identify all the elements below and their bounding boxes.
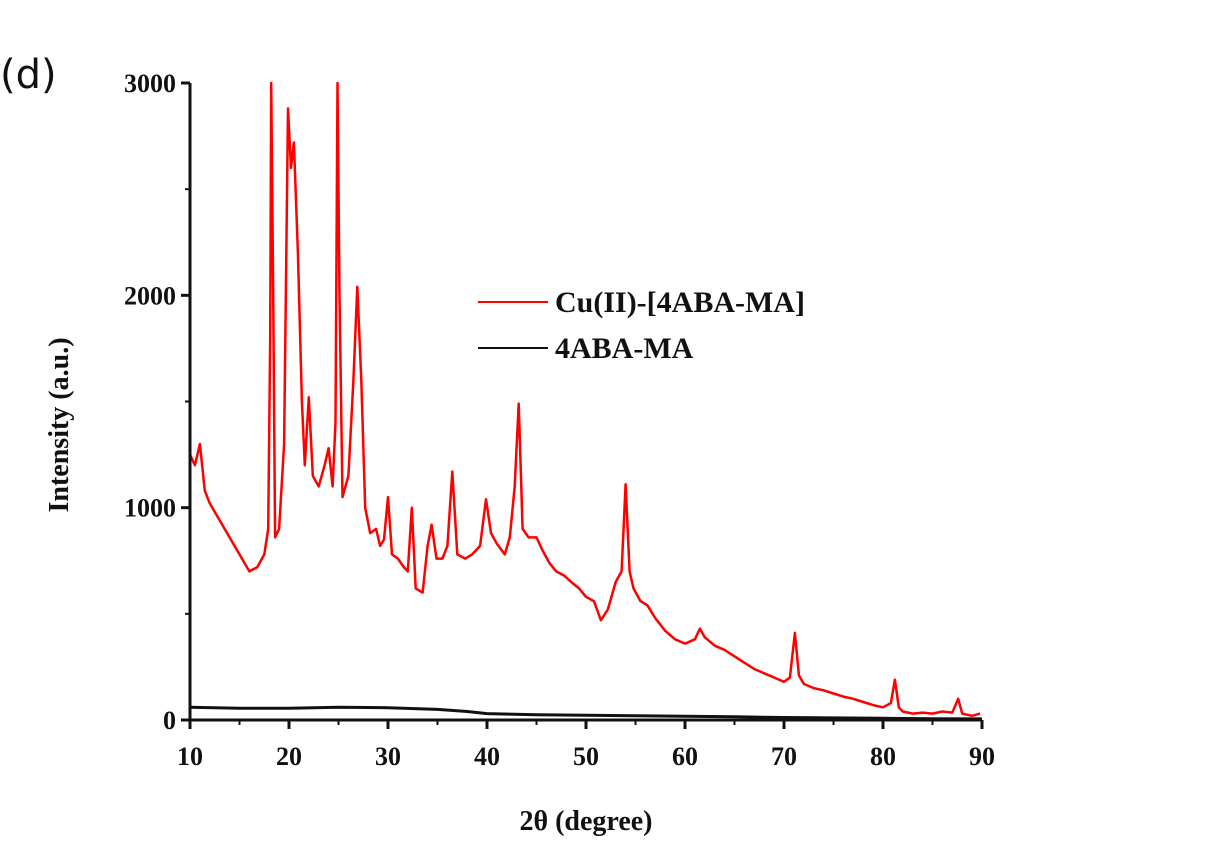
legend-label-4aba-ma: 4ABA-MA xyxy=(555,332,694,365)
series-line-1 xyxy=(189,705,983,721)
x-axis-title: 2θ (degree) xyxy=(519,806,652,837)
x-tick-label: 90 xyxy=(969,742,995,771)
y-tick-label: 3000 xyxy=(124,69,176,98)
y-tick-label: 1000 xyxy=(124,494,176,523)
x-tick-label: 50 xyxy=(573,742,599,771)
x-tick-label: 40 xyxy=(474,742,500,771)
x-ticks: 10 20 30 40 50 60 70 80 90 xyxy=(177,720,995,771)
panel-label: (d) xyxy=(0,52,57,98)
legend-label-cu-complex: Cu(II)-[4ABA-MA] xyxy=(555,286,805,319)
series-line-0 xyxy=(188,81,981,718)
y-axis-title: Intensity (a.u.) xyxy=(44,337,75,512)
x-tick-label: 10 xyxy=(177,742,203,771)
plot-area: 10 20 30 40 50 60 70 80 90 0 1000 2000 3000 xyxy=(124,69,995,771)
x-tick-label: 60 xyxy=(672,742,698,771)
x-tick-label: 70 xyxy=(771,742,797,771)
y-tick-label: 0 xyxy=(163,706,176,735)
x-tick-label: 30 xyxy=(375,742,401,771)
series-layer xyxy=(188,81,983,721)
legend: Cu(II)-[4ABA-MA] 4ABA-MA xyxy=(478,286,805,365)
y-tick-label: 2000 xyxy=(124,281,176,310)
x-tick-label: 20 xyxy=(276,742,302,771)
x-tick-label: 80 xyxy=(870,742,896,771)
y-ticks: 0 1000 2000 3000 xyxy=(124,69,190,735)
